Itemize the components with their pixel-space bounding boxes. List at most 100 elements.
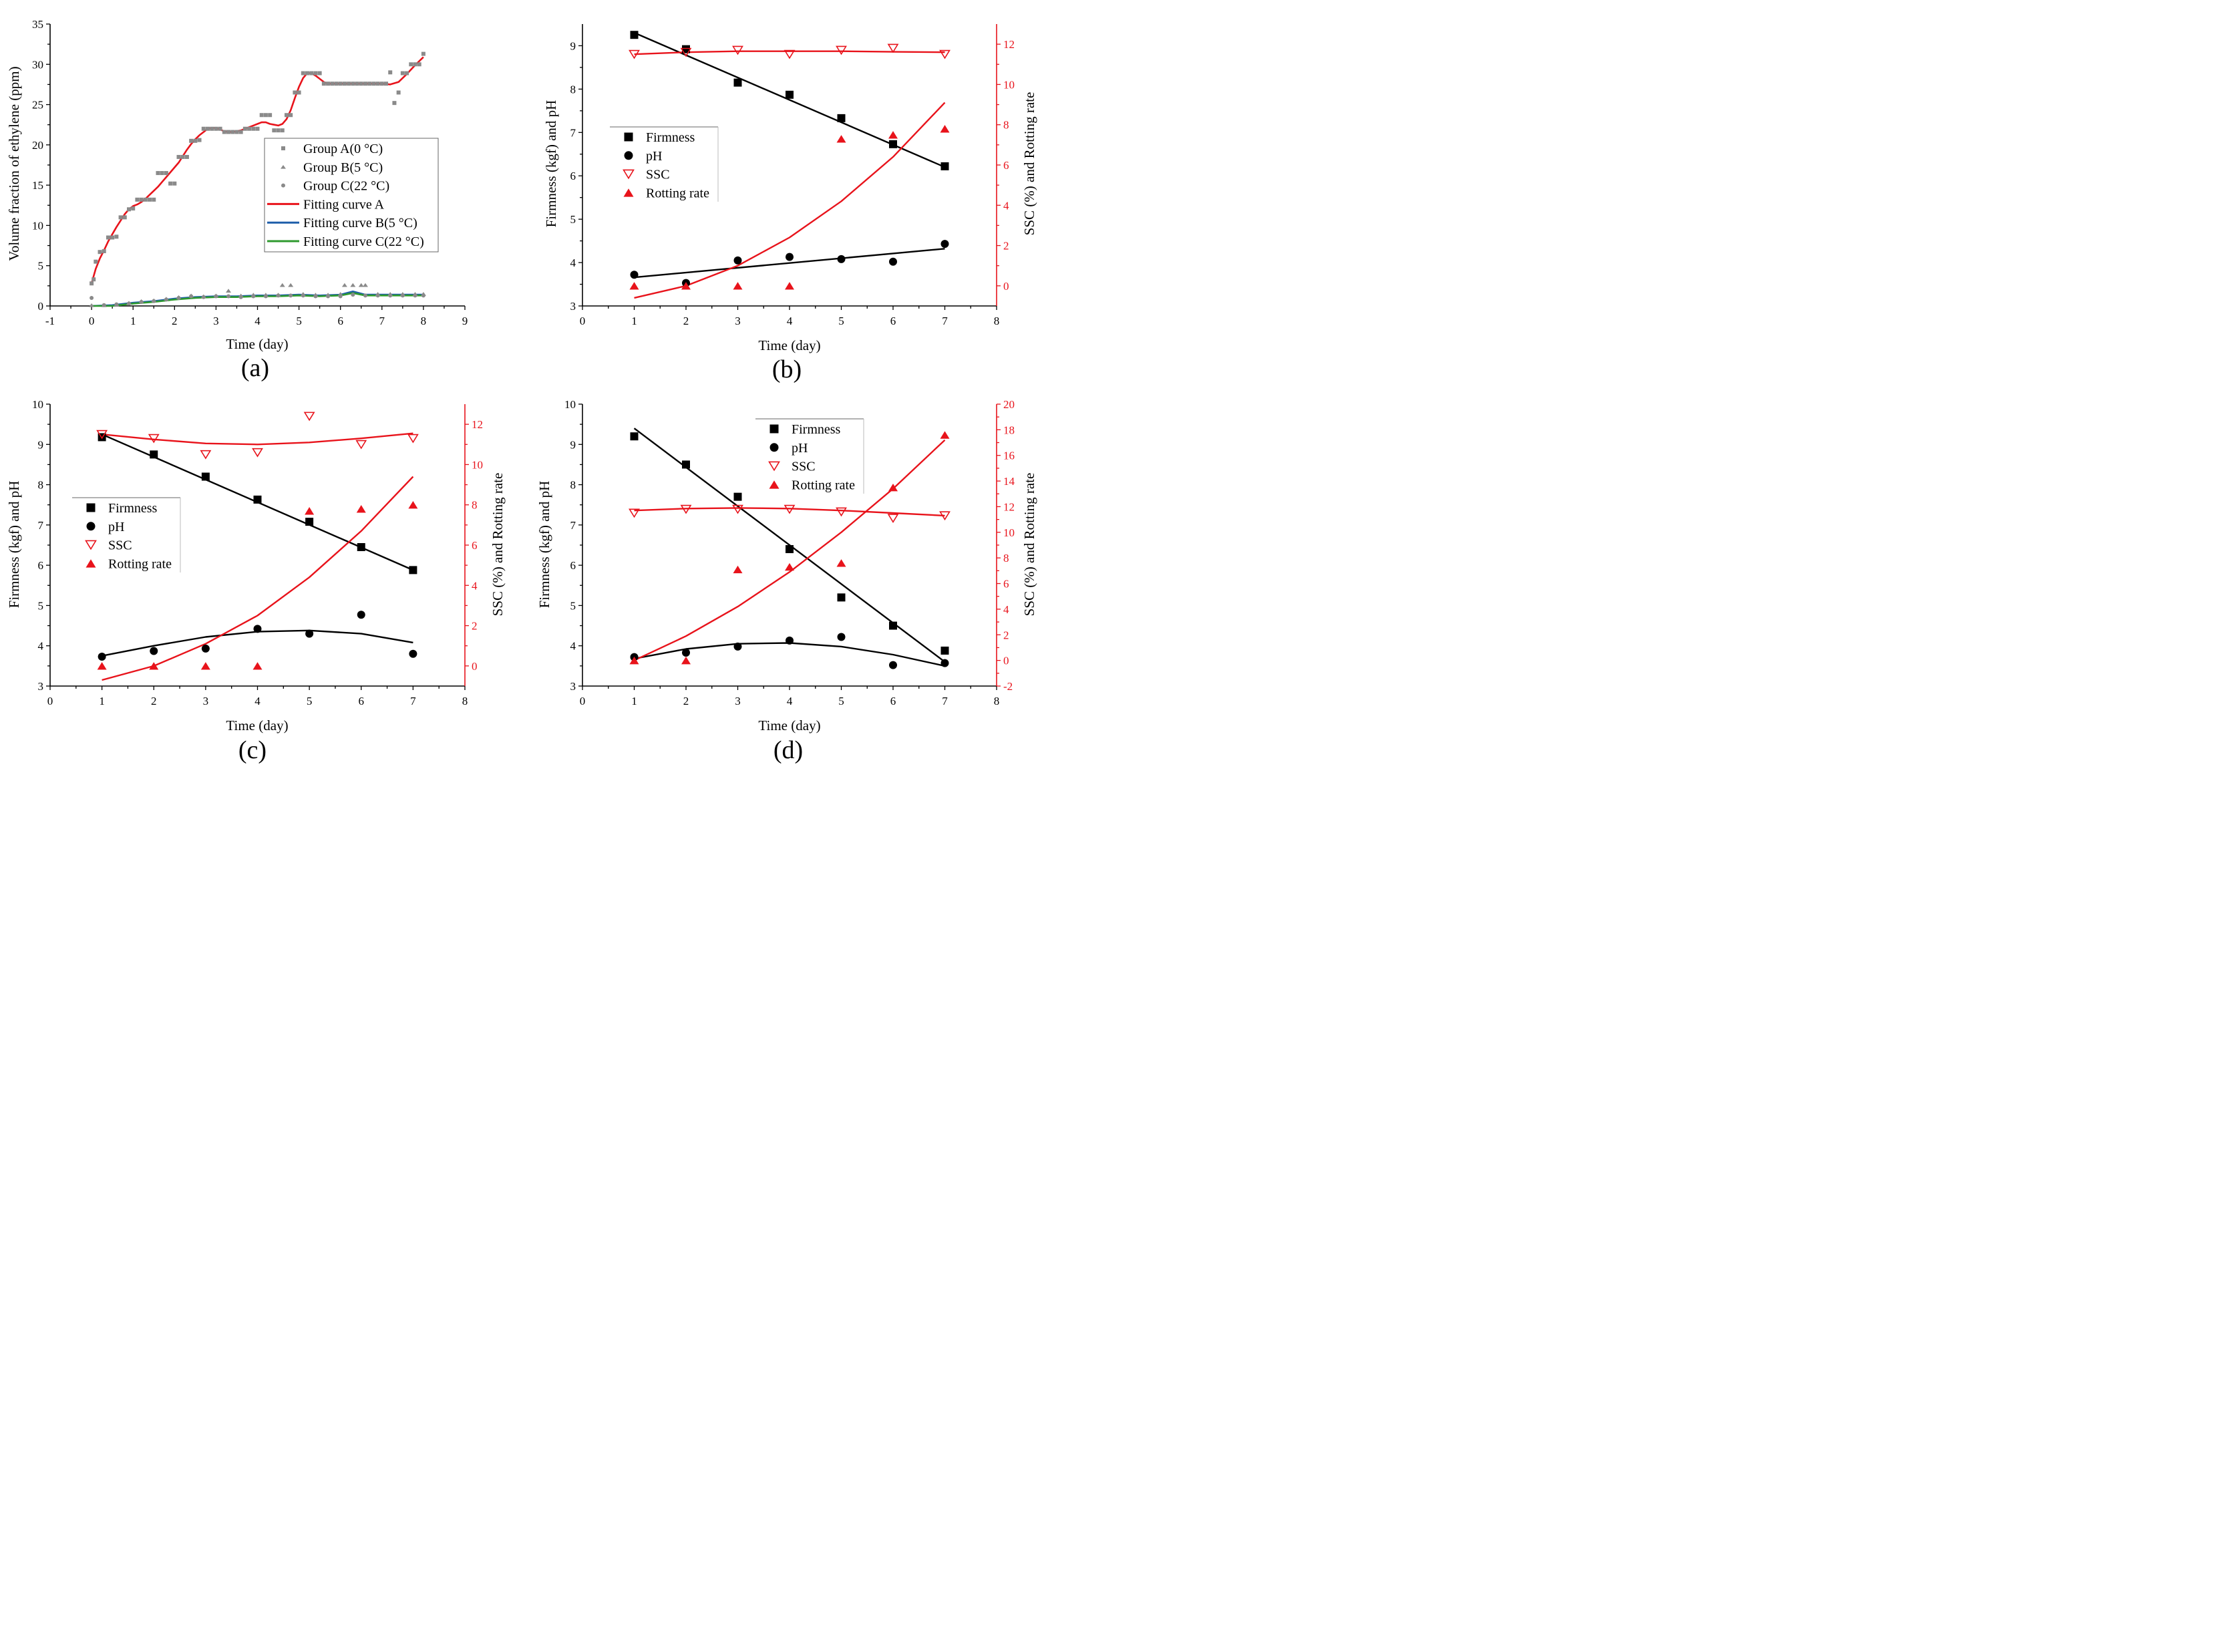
legend-marker-swatch (769, 443, 779, 452)
data-point (255, 126, 260, 131)
data-point (341, 283, 347, 287)
data-point (786, 90, 794, 99)
data-point (837, 633, 846, 641)
data-point (940, 659, 949, 667)
y-tick-label: 6 (570, 170, 576, 182)
data-point (226, 130, 231, 134)
x-tick-label: 6 (337, 315, 343, 327)
right-y-tick-label: 10 (472, 458, 483, 471)
data-point (682, 460, 690, 469)
y-tick-label: 5 (38, 599, 44, 612)
legend-label: Firmness (792, 422, 841, 437)
y-tick-label: 9 (570, 39, 576, 52)
x-tick-label: 7 (942, 695, 948, 707)
right-y-tick-label: 4 (472, 579, 478, 592)
legend-marker-swatch (86, 503, 96, 512)
legend-border (264, 138, 439, 253)
legend-marker-swatch (769, 480, 780, 489)
legend-label: SSC (646, 168, 670, 182)
data-point (149, 662, 159, 670)
y-axis-label: Volume fraction of ethylene (ppm) (6, 66, 22, 261)
data-point (305, 629, 314, 638)
data-point (114, 234, 119, 239)
data-point (193, 138, 198, 143)
data-point (139, 299, 144, 304)
data-point (413, 293, 417, 298)
data-point (357, 543, 365, 552)
data-point (201, 472, 210, 481)
data-point (176, 154, 181, 159)
data-point (733, 282, 743, 290)
data-point (251, 294, 256, 299)
data-point (210, 126, 214, 131)
legend-label: Group C(22 °C) (303, 179, 389, 194)
data-point (309, 71, 314, 75)
legend-marker-swatch (281, 146, 285, 150)
data-point (939, 511, 951, 521)
data-point (351, 293, 355, 297)
series-line (102, 629, 413, 657)
data-point (150, 450, 158, 459)
y-tick-label: 7 (570, 126, 576, 139)
y-tick-label: 8 (38, 479, 44, 492)
legend-label: SSC (108, 538, 132, 553)
y-tick-label: 35 (32, 18, 43, 31)
data-point (280, 128, 285, 133)
y-tick-label: 7 (570, 519, 576, 532)
data-point (263, 113, 268, 118)
data-point (836, 559, 846, 567)
y-axis-label: Firmness (kgf) and pH (6, 481, 22, 609)
data-point (837, 114, 846, 122)
data-point (358, 283, 364, 287)
y-tick-label: 9 (570, 438, 576, 451)
data-point (940, 162, 949, 170)
data-point (786, 636, 794, 645)
data-point (253, 495, 262, 504)
data-point (338, 81, 343, 86)
data-point (238, 295, 243, 299)
data-point (150, 647, 158, 655)
data-point (102, 249, 106, 254)
data-point (732, 45, 743, 55)
data-point (96, 430, 108, 440)
data-point (305, 518, 314, 526)
legend: Firmness pH SSC Rotting rate (755, 418, 864, 494)
data-point (94, 259, 98, 264)
legend-label: Rotting rate (792, 478, 855, 492)
data-point (680, 504, 692, 514)
data-point (371, 81, 376, 86)
data-point (222, 130, 226, 134)
data-point (784, 49, 796, 59)
right-y-tick-label: 8 (1003, 119, 1009, 132)
x-tick-label: 2 (683, 695, 689, 707)
data-point (836, 45, 847, 55)
data-point (89, 303, 95, 307)
data-point (276, 293, 281, 298)
data-point (350, 283, 356, 287)
data-point (313, 71, 318, 75)
right-y-tick-label: 6 (1003, 578, 1009, 591)
right-y-tick-label: 8 (472, 499, 478, 512)
data-point (785, 282, 794, 290)
data-point (889, 140, 897, 148)
data-point (135, 197, 140, 202)
legend-label: pH (108, 520, 124, 534)
x-tick-label: 8 (462, 695, 468, 707)
data-point (126, 207, 131, 212)
data-point (682, 45, 690, 53)
legend-label: Firmness (646, 130, 695, 145)
right-y-tick-label: 20 (1003, 398, 1015, 411)
y-tick-label: 3 (570, 680, 576, 693)
data-point (118, 215, 123, 220)
data-point (301, 293, 305, 298)
x-tick-label: 2 (683, 315, 689, 327)
legend-label: Fitting curve B(5 °C) (303, 216, 417, 230)
right-y-tick-label: 6 (1003, 159, 1009, 172)
data-point (92, 277, 96, 282)
data-point (305, 71, 310, 75)
data-point (172, 181, 177, 186)
data-point (234, 130, 239, 134)
data-point (359, 81, 363, 86)
right-y-tick-label: 10 (1003, 78, 1015, 91)
